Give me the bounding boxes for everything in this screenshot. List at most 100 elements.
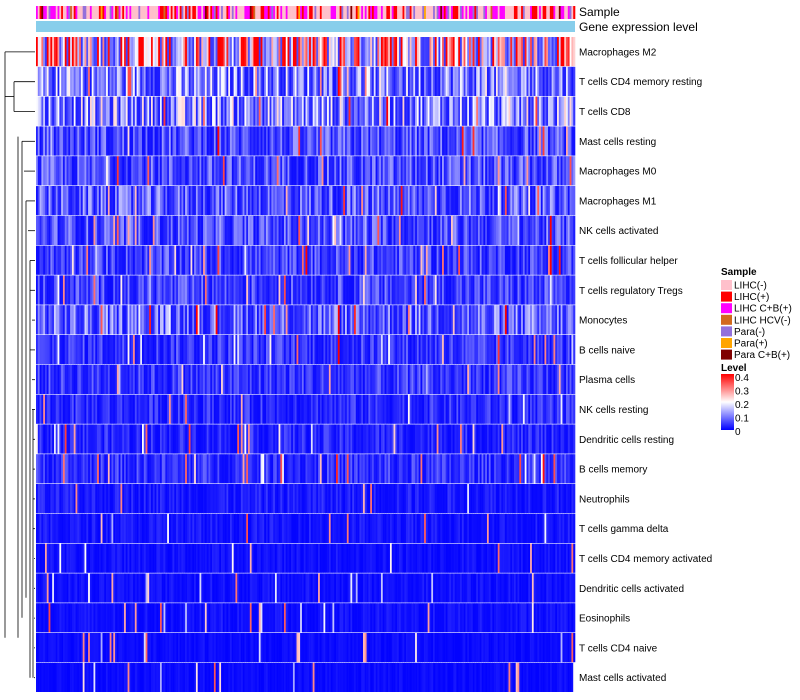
heatmap-cell xyxy=(314,275,317,305)
heatmap-cell xyxy=(517,66,520,96)
heatmap-cell xyxy=(553,305,556,335)
heatmap-cell xyxy=(569,454,572,484)
heatmap-cell xyxy=(181,335,184,365)
heatmap-cell xyxy=(37,484,40,514)
sample-cell xyxy=(36,6,39,19)
heatmap-cell xyxy=(190,215,193,245)
heatmap-cell xyxy=(377,37,380,67)
sample-cell xyxy=(540,6,543,19)
heatmap-cell xyxy=(558,126,561,156)
heatmap-cell xyxy=(389,156,393,186)
heatmap-cell xyxy=(168,305,172,335)
heatmap-cell xyxy=(362,245,366,275)
heatmap-cell xyxy=(39,394,42,424)
heatmap-cell xyxy=(106,484,109,514)
heatmap-cell xyxy=(319,394,322,424)
heatmap-cell xyxy=(84,66,87,96)
heatmap-cell xyxy=(82,424,85,454)
heatmap-cell xyxy=(391,364,394,394)
heatmap-cell xyxy=(477,364,481,394)
heatmap-cell xyxy=(71,245,75,275)
heatmap-cell xyxy=(409,335,412,365)
sample-cell xyxy=(531,6,534,19)
heatmap-cell xyxy=(262,335,265,365)
heatmap-cell xyxy=(433,305,436,335)
heatmap-cell xyxy=(488,215,491,245)
heatmap-cell xyxy=(138,364,141,394)
heatmap-cell xyxy=(68,215,71,245)
heatmap-cell xyxy=(174,126,177,156)
heatmap-cell xyxy=(168,96,172,126)
heatmap-cell xyxy=(145,484,148,514)
heatmap-cell xyxy=(98,126,101,156)
heatmap-cell xyxy=(402,364,405,394)
heatmap-cell xyxy=(131,37,134,67)
heatmap-cell xyxy=(362,66,366,96)
heatmap-cell xyxy=(389,96,393,126)
heatmap-cell xyxy=(479,156,482,186)
heatmap-cell xyxy=(566,305,569,335)
heatmap-cell xyxy=(181,424,184,454)
heatmap-cell xyxy=(458,275,461,305)
heatmap-cell xyxy=(185,364,188,394)
heatmap-cell xyxy=(66,275,69,305)
sample-cell xyxy=(296,6,299,19)
heatmap-cell xyxy=(39,96,42,126)
sample-cell xyxy=(490,6,493,19)
heatmap-cell xyxy=(305,66,308,96)
heatmap-cell xyxy=(531,215,534,245)
heatmap-cell xyxy=(495,275,499,305)
heatmap-cell xyxy=(86,156,89,186)
heatmap-cell xyxy=(303,37,306,67)
heatmap-cell xyxy=(70,215,73,245)
heatmap-cell xyxy=(546,424,549,454)
heatmap-cell xyxy=(61,66,64,96)
heatmap-cell xyxy=(470,335,473,365)
heatmap-cell xyxy=(503,335,506,365)
heatmap-cell xyxy=(517,156,520,186)
heatmap-cell xyxy=(300,335,303,365)
heatmap-cell xyxy=(86,454,89,484)
heatmap-cell xyxy=(521,454,524,484)
heatmap-cell xyxy=(436,305,439,335)
heatmap-cell xyxy=(406,454,409,484)
heatmap-cell xyxy=(79,156,82,186)
heatmap-cell xyxy=(463,215,466,245)
heatmap-cell xyxy=(282,156,285,186)
heatmap-cell xyxy=(309,37,312,67)
heatmap-cell xyxy=(398,305,402,335)
sample-cell xyxy=(97,6,100,19)
sample-cell xyxy=(517,6,520,19)
heatmap-cell xyxy=(73,335,76,365)
heatmap-cell xyxy=(348,275,351,305)
heatmap-cell xyxy=(531,37,534,67)
heatmap-cell xyxy=(183,66,186,96)
heatmap-cell xyxy=(447,394,450,424)
heatmap-cell xyxy=(273,275,276,305)
heatmap-cell xyxy=(79,424,82,454)
heatmap-cell xyxy=(95,364,98,394)
heatmap-cell xyxy=(424,275,427,305)
heatmap-cell xyxy=(307,245,310,275)
heatmap-cell xyxy=(359,126,362,156)
heatmap-cell xyxy=(264,245,267,275)
heatmap-cell xyxy=(325,215,328,245)
heatmap-cell xyxy=(235,156,238,186)
heatmap-cell xyxy=(492,126,495,156)
heatmap-cell xyxy=(334,364,337,394)
heatmap-cell xyxy=(53,186,57,216)
heatmap-cell xyxy=(246,186,249,216)
heatmap-cell xyxy=(228,335,231,365)
heatmap-cell xyxy=(506,305,509,335)
heatmap-cell xyxy=(413,394,416,424)
heatmap-cell xyxy=(380,126,384,156)
heatmap-cell xyxy=(44,305,48,335)
heatmap-cell xyxy=(125,245,128,275)
heatmap-cell xyxy=(393,454,396,484)
sample-cell xyxy=(305,6,308,19)
heatmap-cell xyxy=(474,275,477,305)
heatmap-cell xyxy=(89,335,92,365)
heatmap-cell xyxy=(341,335,344,365)
sample-cell xyxy=(156,6,159,19)
sample-cell xyxy=(564,6,567,19)
